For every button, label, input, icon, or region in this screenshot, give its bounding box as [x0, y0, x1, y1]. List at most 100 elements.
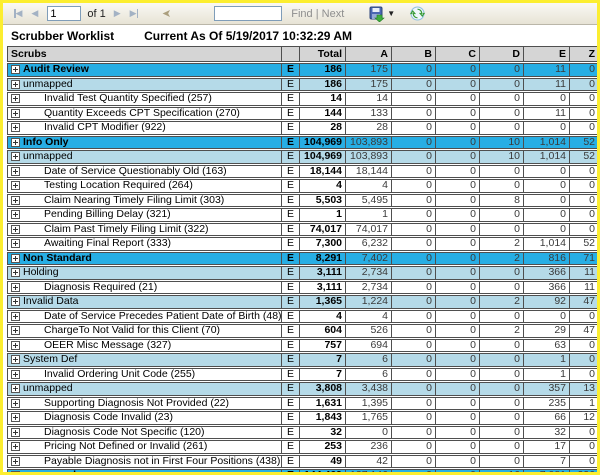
row-label: Quantity Exceeds CPT Specification (270) — [44, 107, 240, 119]
cell-a: 4 — [346, 180, 392, 192]
table-row: Invalid Ordering Unit Code (255) E 7 6 0 0 0 1 0 — [7, 367, 597, 381]
page-number-input[interactable] — [47, 6, 82, 21]
row-label: Invalid CPT Modifier (922) — [44, 122, 166, 133]
row-severity-flag: E — [282, 194, 300, 206]
expand-toggle-icon[interactable] — [11, 427, 20, 437]
expand-toggle-icon[interactable] — [11, 413, 20, 423]
cell-d: 0 — [480, 368, 524, 380]
search-input[interactable] — [214, 6, 283, 21]
row-label-cell: Diagnosis Code Not Specific (120) — [8, 426, 282, 438]
export-menu-caret-icon[interactable]: ▼ — [387, 9, 396, 18]
expand-toggle-icon[interactable] — [11, 210, 20, 220]
cell-c: 0 — [436, 354, 480, 366]
next-link[interactable]: Next — [321, 7, 345, 20]
cell-d: 10 — [480, 136, 524, 148]
row-label: Pending Billing Delay (321) — [44, 209, 171, 220]
expand-toggle-icon[interactable] — [11, 94, 20, 104]
expand-toggle-icon[interactable] — [11, 65, 20, 75]
cell-c: 0 — [436, 180, 480, 192]
expand-toggle-icon[interactable] — [11, 253, 20, 263]
first-page-icon[interactable]: ◀ — [14, 8, 23, 18]
row-label-cell: Date of Service Questionably Old (163) — [8, 165, 282, 177]
expand-toggle-icon[interactable] — [11, 311, 20, 321]
expand-toggle-icon[interactable] — [11, 137, 20, 147]
cell-total: 74,017 — [300, 223, 346, 235]
expand-toggle-icon[interactable] — [11, 166, 20, 176]
cell-b: 0 — [392, 165, 436, 177]
expand-toggle-icon[interactable] — [11, 442, 20, 452]
row-severity-flag: E — [282, 180, 300, 192]
back-to-parent-icon[interactable]: ➤ — [162, 7, 172, 19]
cell-b: 0 — [392, 383, 436, 395]
row-label-cell: unmapped — [8, 470, 282, 472]
cell-z: 12 — [583, 412, 595, 423]
row-label: Pricing Not Defined or Invalid (261) — [44, 441, 208, 452]
cell-e: 1,014 — [524, 136, 570, 148]
table-row: Invalid Data E 1,365 1,224 0 0 2 92 47 — [7, 295, 597, 309]
cell-d: 0 — [480, 354, 524, 366]
cell-z: 0 — [589, 310, 595, 322]
find-link[interactable]: Find — [291, 7, 313, 20]
row-severity-flag: E — [282, 339, 300, 351]
row-label: Awaiting Final Report (333) — [44, 238, 172, 249]
expand-toggle-icon[interactable] — [11, 326, 20, 336]
cell-c: 0 — [436, 194, 480, 206]
cell-e: 366 — [524, 281, 570, 293]
row-severity-flag: E — [282, 441, 300, 453]
cell-b: 0 — [392, 412, 436, 424]
cell-e: 29 — [524, 325, 570, 337]
row-label: Payable Diagnosis not in First Four Posi… — [44, 455, 281, 467]
expand-toggle-icon[interactable] — [11, 384, 20, 394]
expand-toggle-icon[interactable] — [11, 282, 20, 292]
expand-toggle-icon[interactable] — [11, 239, 20, 249]
expand-toggle-icon[interactable] — [11, 224, 20, 234]
export-save-icon[interactable] — [369, 6, 386, 22]
row-severity-flag: E — [282, 455, 300, 467]
expand-toggle-icon[interactable] — [11, 340, 20, 350]
row-label: unmapped — [23, 470, 76, 472]
row-severity-flag: E — [282, 78, 300, 90]
expand-toggle-icon[interactable] — [11, 297, 20, 307]
cell-e: 0 — [524, 310, 570, 322]
row-label-cell: Payable Diagnosis not in First Four Posi… — [8, 455, 282, 467]
report-title: Scrubber Worklist — [11, 29, 115, 43]
cell-b: 0 — [392, 107, 436, 119]
expand-toggle-icon[interactable] — [11, 471, 20, 472]
cell-b: 0 — [392, 136, 436, 148]
last-page-icon[interactable]: ▶ — [129, 8, 139, 18]
row-label: Info Only — [23, 136, 69, 148]
row-severity-flag: E — [282, 136, 300, 148]
next-page-icon[interactable]: ▶ — [113, 8, 121, 18]
cell-z: 226 — [570, 470, 597, 472]
cell-total: 604 — [300, 325, 346, 337]
expand-toggle-icon[interactable] — [11, 152, 20, 162]
refresh-icon[interactable] — [410, 6, 426, 21]
cell-b: 0 — [392, 368, 436, 380]
row-label-cell: Invalid CPT Modifier (922) — [8, 122, 282, 134]
row-label: ChargeTo Not Valid for this Client (70) — [44, 325, 221, 336]
cell-total: 757 — [300, 339, 346, 351]
expand-toggle-icon[interactable] — [11, 456, 20, 466]
expand-toggle-icon[interactable] — [11, 355, 20, 365]
expand-toggle-icon[interactable] — [11, 398, 20, 408]
row-label-cell: Info Only — [8, 136, 282, 148]
expand-toggle-icon[interactable] — [11, 369, 20, 379]
row-label: unmapped — [23, 383, 73, 394]
expand-toggle-icon[interactable] — [11, 181, 20, 191]
row-label-cell: Diagnosis Code Invalid (23) — [8, 412, 282, 424]
expand-toggle-icon[interactable] — [11, 268, 20, 278]
cell-b: 0 — [392, 267, 436, 279]
expand-toggle-icon[interactable] — [11, 123, 20, 133]
row-label-cell: Quantity Exceeds CPT Specification (270) — [8, 107, 282, 119]
table-row: Diagnosis Required (21) E 3,111 2,734 0 0 0 366… — [7, 280, 597, 294]
expand-toggle-icon[interactable] — [11, 108, 20, 118]
previous-page-icon[interactable]: ◀ — [31, 8, 39, 18]
cell-a: 3,438 — [346, 383, 392, 395]
expand-toggle-icon[interactable] — [11, 195, 20, 205]
cell-z: 0 — [589, 209, 595, 220]
expand-toggle-icon[interactable] — [11, 79, 20, 89]
cell-e: 0 — [524, 223, 570, 235]
row-label: Audit Review — [23, 64, 89, 75]
row-label: Date of Service Questionably Old (163) — [44, 165, 227, 177]
